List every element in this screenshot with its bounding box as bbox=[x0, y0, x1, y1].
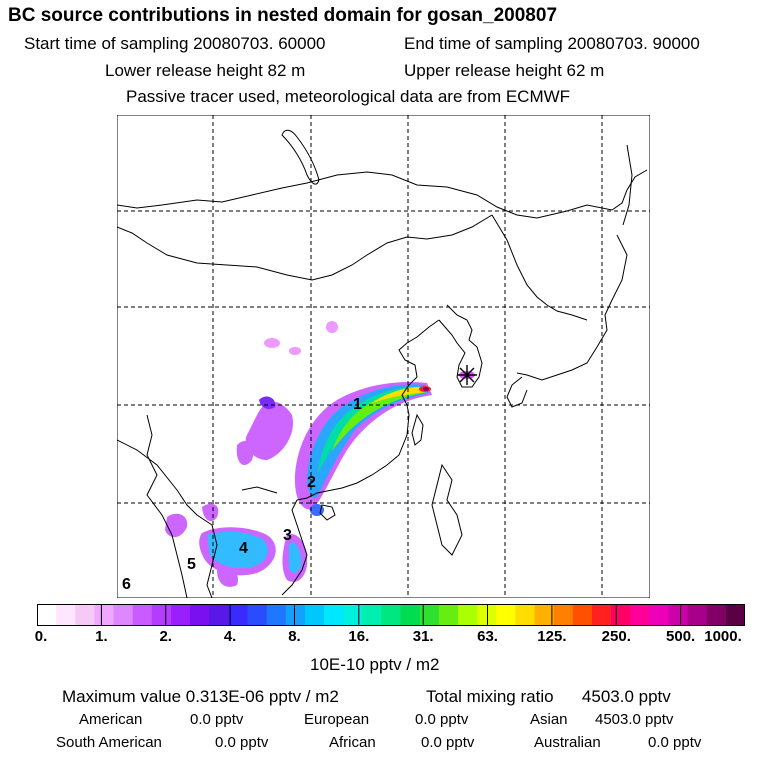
max-value: Maximum value 0.313E-06 pptv / m2 bbox=[62, 687, 339, 706]
colorbar-cell bbox=[611, 604, 631, 626]
region-label-4: 4 bbox=[239, 540, 248, 557]
colorbar-cell bbox=[668, 604, 689, 626]
colorbar-cell bbox=[113, 604, 134, 626]
colorbar-tick-label: 8. bbox=[288, 628, 301, 645]
colorbar-cell bbox=[438, 604, 459, 626]
colorbar-cell bbox=[56, 604, 76, 626]
region-label-2: 2 bbox=[307, 474, 316, 491]
colorbar-cell bbox=[132, 604, 153, 626]
colorbar-cell bbox=[343, 604, 363, 626]
region-label-1: 1 bbox=[353, 396, 362, 413]
total-value: 4503.0 pptv bbox=[581, 687, 671, 706]
colorbar-cell bbox=[419, 604, 440, 626]
colorbar-cell bbox=[687, 604, 708, 626]
tracer-info: Passive tracer used, meteorological data… bbox=[126, 87, 571, 106]
colorbar-tick-label: 250. bbox=[601, 628, 631, 645]
region-label-3: 3 bbox=[283, 527, 292, 544]
region-label-5: 5 bbox=[187, 556, 196, 573]
australian-label: Australian bbox=[534, 734, 601, 751]
colorbar-tick-label: 1. bbox=[95, 628, 108, 645]
african-value: 0.0 pptv bbox=[421, 734, 475, 751]
colorbar-cell bbox=[362, 604, 383, 626]
australian-value: 0.0 pptv bbox=[648, 734, 702, 751]
south-american-value: 0.0 pptv bbox=[215, 734, 269, 751]
graticule bbox=[117, 115, 650, 598]
asian-label: Asian bbox=[530, 711, 568, 728]
colorbar-cell bbox=[400, 604, 421, 626]
colorbar-cell bbox=[706, 604, 727, 626]
colorbar-cell bbox=[151, 604, 172, 626]
colorbar-cell bbox=[477, 604, 497, 626]
south-american-label: South American bbox=[56, 734, 162, 751]
colorbar-cell bbox=[515, 604, 536, 626]
colorbar-cell bbox=[553, 604, 574, 626]
colorbar-tick-label: 1000. bbox=[704, 628, 742, 645]
start-time: Start time of sampling 20080703. 60000 bbox=[24, 34, 326, 53]
colorbar-cell bbox=[649, 604, 670, 626]
european-label: European bbox=[304, 711, 370, 728]
colorbar-cell bbox=[381, 604, 402, 626]
colorbar-cell bbox=[94, 604, 115, 626]
colorbar-tick-label: 16. bbox=[348, 628, 370, 645]
colorbar bbox=[37, 604, 745, 626]
american-value: 0.0 pptv bbox=[190, 711, 244, 728]
total-mixing-ratio: Total mixing ratio 4503.0 pptv bbox=[426, 687, 671, 707]
colorbar-cell bbox=[266, 604, 287, 626]
colorbar-cell bbox=[534, 604, 555, 626]
colorbar-cell bbox=[630, 604, 650, 626]
colorbar-cell bbox=[572, 604, 593, 626]
colorbar-tick-label: 0. bbox=[34, 628, 48, 645]
colorbar-cell bbox=[457, 604, 478, 626]
colorbar-cell bbox=[496, 604, 516, 626]
colorbar-cell bbox=[725, 604, 745, 626]
colorbar-cell bbox=[285, 604, 306, 626]
region-label-6: 6 bbox=[122, 576, 131, 593]
colorbar-cell bbox=[37, 604, 57, 626]
colorbar-tick-label: 63. bbox=[477, 628, 498, 645]
american-label: American bbox=[79, 711, 143, 728]
lower-release-height: Lower release height 82 m bbox=[105, 61, 306, 80]
african-label: African bbox=[329, 734, 376, 751]
colorbar-tick-label: 125. bbox=[537, 628, 567, 645]
colorbar-cell bbox=[209, 604, 229, 626]
star-icon bbox=[457, 365, 477, 385]
colorbar-cell bbox=[247, 604, 268, 626]
colorbar-cell bbox=[190, 604, 210, 626]
colorbar-tick-label: 500. bbox=[666, 628, 696, 645]
colorbar-tick-label: 4. bbox=[223, 628, 237, 645]
colorbar-cell bbox=[75, 604, 96, 626]
colorbar-cell bbox=[170, 604, 191, 626]
page-title: BC source contributions in nested domain… bbox=[8, 5, 558, 26]
map-panel: 1 2 3 4 5 6 bbox=[117, 115, 650, 598]
colorbar-tick-label: 31. bbox=[412, 628, 434, 645]
colorbar-tick-label: 2. bbox=[159, 628, 172, 645]
asian-value: 4503.0 pptv bbox=[595, 711, 674, 728]
upper-release-height: Upper release height 62 m bbox=[404, 61, 605, 80]
european-value: 0.0 pptv bbox=[415, 711, 469, 728]
colorbar-units: 10E-10 pptv / m2 bbox=[310, 655, 440, 674]
colorbar-cell bbox=[304, 604, 325, 626]
total-label: Total mixing ratio bbox=[426, 687, 554, 706]
colorbar-cell bbox=[228, 604, 249, 626]
end-time: End time of sampling 20080703. 90000 bbox=[404, 34, 700, 53]
colorbar-cell bbox=[324, 604, 344, 626]
coastlines bbox=[117, 129, 648, 598]
colorbar-cell bbox=[591, 604, 612, 626]
